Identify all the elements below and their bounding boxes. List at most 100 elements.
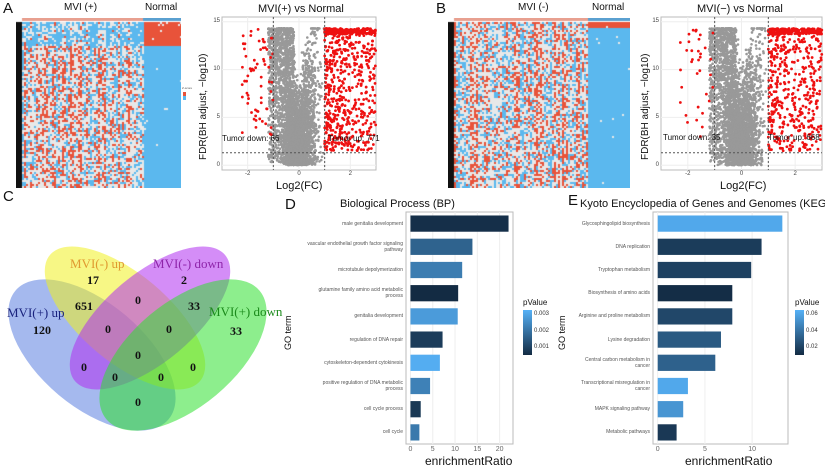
volcano-0-point-ns [290, 117, 294, 121]
volcano-0-point-up [353, 46, 357, 50]
volcano-0-point-up [329, 53, 333, 57]
volcano-0-point-down [259, 101, 263, 105]
volcano-0-point-up [353, 68, 356, 72]
volcano-0-point-ns [305, 89, 309, 92]
volcano-0-point-ns [279, 86, 283, 90]
volcano-0-point-ns [290, 104, 293, 108]
heatmap-legend-high [183, 92, 186, 96]
volcano-0-point-ns [311, 118, 315, 121]
volcano-0-point-up [367, 129, 371, 133]
volcano-0-point-up [332, 119, 336, 123]
volcano-0-point-ns [297, 112, 301, 116]
volcano-0-point-up [353, 30, 357, 33]
volcano-0-point-ns [276, 124, 279, 128]
volcano-0-point-ns [297, 94, 301, 98]
volcano-0-point-ns [268, 101, 271, 105]
volcano-0-point-up [325, 148, 329, 152]
volcano-0-point-ns [313, 116, 316, 119]
volcano-0-point-down [243, 47, 246, 51]
volcano-0-point-down [263, 63, 267, 66]
volcano-0-point-ns [317, 135, 321, 139]
volcano-0-point-up [330, 143, 334, 146]
volcano-0-point-ns [306, 162, 310, 166]
volcano-0-point-ns [292, 163, 295, 167]
volcano-0-point-ns [291, 93, 294, 97]
volcano-0-point-ns [268, 46, 271, 50]
volcano-0-point-up [364, 143, 367, 147]
volcano-0-point-ns [295, 146, 299, 149]
volcano-0-point-up [348, 122, 351, 126]
volcano-0-point-down [245, 91, 249, 95]
volcano-0-point-ns [285, 103, 288, 106]
volcano-0-point-ns [281, 102, 285, 106]
volcano-0-point-ns [297, 135, 300, 139]
volcano-0-point-ns [308, 64, 311, 68]
volcano-0-point-ns [318, 61, 322, 64]
volcano-0-point-ns [301, 64, 305, 68]
volcano-0-point-up [342, 47, 346, 51]
volcano-0-point-ns [315, 51, 319, 54]
volcano-0-point-up [343, 104, 347, 108]
volcano-0-point-ns [292, 65, 296, 69]
volcano-0-point-ns [287, 97, 290, 101]
volcano-0-point-ns [310, 107, 313, 111]
volcano-0-point-up [364, 121, 368, 125]
volcano-0-point-ns [270, 110, 274, 114]
volcano-0-point-down [269, 126, 273, 129]
volcano-0-point-ns [289, 129, 292, 132]
volcano-0-point-ns [305, 139, 309, 142]
volcano-0-point-up [339, 65, 343, 68]
volcano-0-point-up [332, 73, 336, 77]
volcano-0-point-up [360, 54, 364, 58]
volcano-0-point-up [366, 64, 370, 68]
volcano-0-point-ns [291, 145, 295, 148]
volcano-0-point-up [336, 105, 340, 109]
volcano-0-point-ns [267, 50, 271, 53]
volcano-0-point-up [325, 73, 329, 77]
volcano-0-point-up [357, 98, 361, 101]
volcano-0-point-up [372, 31, 375, 34]
volcano-0-point-up [356, 55, 359, 59]
volcano-0-point-ns [314, 127, 318, 131]
volcano-0-point-up [331, 80, 335, 84]
volcano-0-point-ns [277, 98, 281, 101]
volcano-0-point-ns [294, 131, 297, 135]
volcano-0-point-ns [286, 41, 289, 45]
volcano-0-point-up [362, 30, 366, 34]
volcano-0-point-up [327, 109, 331, 113]
volcano-0-point-up [326, 49, 329, 53]
volcano-0-point-up [362, 46, 366, 50]
volcano-0-point-ns [275, 61, 279, 65]
volcano-0-point-up [371, 85, 374, 89]
volcano-0-point-ns [285, 139, 288, 142]
volcano-0-point-ns [287, 81, 290, 84]
volcano-0-point-up [357, 107, 361, 111]
volcano-0-point-ns [291, 136, 295, 139]
volcano-0-point-down [254, 108, 257, 112]
volcano-0-point-ns [312, 135, 316, 139]
volcano-0-point-up [369, 147, 373, 150]
volcano-0-point-up [345, 40, 348, 44]
volcano-0-point-ns [314, 88, 317, 92]
volcano-0-point-ns [290, 113, 294, 116]
volcano-0-point-ns [280, 142, 283, 146]
volcano-0-point-ns [277, 38, 281, 41]
volcano-0-point-up [334, 99, 338, 103]
volcano-0-point-ns [316, 102, 320, 106]
volcano-0-point-up [368, 106, 372, 109]
volcano-0-point-up [353, 75, 357, 78]
volcano-0-point-ns [282, 159, 285, 163]
volcano-0-point-ns [300, 101, 304, 105]
volcano-0-point-up [368, 79, 372, 82]
volcano-0-point-down [263, 46, 267, 50]
volcano-0-point-ns [310, 159, 314, 162]
volcano-0-point-up [336, 75, 340, 79]
volcano-0-point-ns [286, 114, 289, 117]
volcano-0-point-ns [291, 39, 295, 42]
volcano-0-point-up [362, 98, 366, 101]
volcano-0-point-up [331, 146, 335, 150]
volcano-0-point-ns [284, 124, 288, 127]
volcano-0-point-ns [302, 59, 305, 63]
volcano-0-point-ns [304, 43, 307, 47]
